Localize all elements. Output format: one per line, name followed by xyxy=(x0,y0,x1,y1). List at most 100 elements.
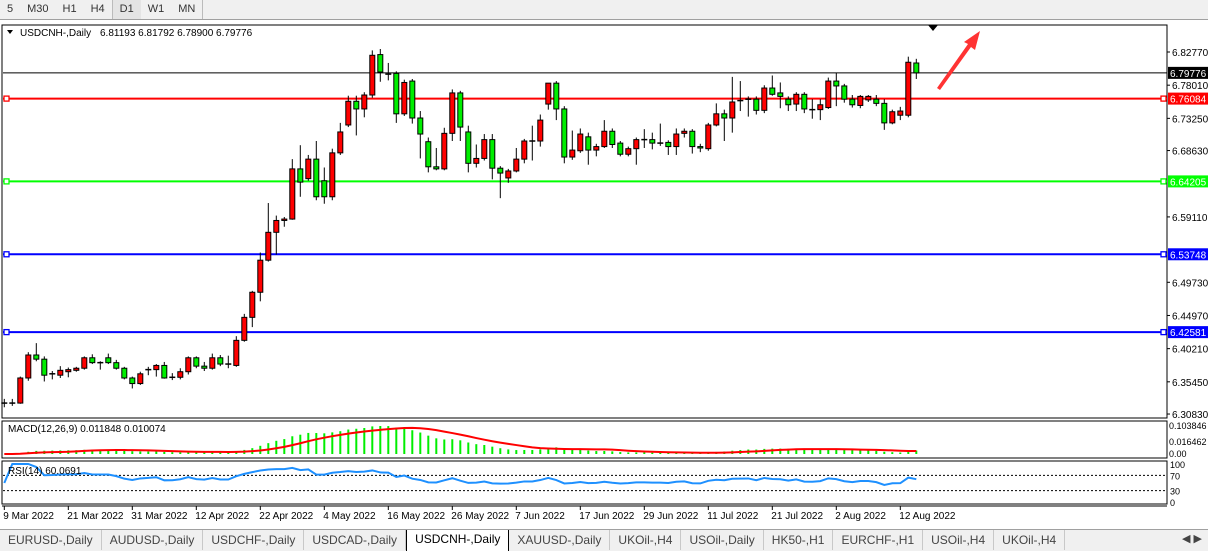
price-axis-label: 6.30830 xyxy=(1172,410,1208,421)
candle-body xyxy=(65,369,72,373)
timeframe-d1[interactable]: D1 xyxy=(111,0,141,19)
candle-body xyxy=(81,357,88,369)
candle-body xyxy=(449,92,456,134)
timeframe-h4[interactable]: H4 xyxy=(90,3,105,15)
candle-body xyxy=(817,104,824,111)
price-line-label: 6.53748 xyxy=(1170,250,1207,261)
line-anchor-handle[interactable] xyxy=(3,251,10,258)
date-label: 26 May 2022 xyxy=(451,511,509,522)
candle-body xyxy=(89,357,96,364)
date-label: 11 Jul 2022 xyxy=(707,511,758,522)
timeframe-w1[interactable]: W1 xyxy=(147,3,165,15)
candle-body xyxy=(209,357,216,369)
chart-tab[interactable]: UKOil-,H4 xyxy=(610,530,682,550)
chart-tab[interactable]: USDCAD-,Daily xyxy=(304,530,407,550)
candle-body xyxy=(713,113,720,126)
candle-body xyxy=(353,100,360,110)
candle-body xyxy=(57,369,64,376)
chart-tab[interactable]: USDCNH-,Daily xyxy=(406,530,510,551)
candle-body xyxy=(729,101,736,119)
timeframe-m30[interactable]: M30 xyxy=(27,3,49,15)
candle-body xyxy=(537,119,544,142)
candle-body xyxy=(721,113,728,119)
line-anchor-handle[interactable] xyxy=(1160,251,1167,258)
chart-tab[interactable]: XAUUSD-,Daily xyxy=(509,530,611,550)
price-axis-label: 6.73250 xyxy=(1172,114,1208,125)
candle-body xyxy=(201,365,208,369)
price-axis-label: 6.49730 xyxy=(1172,278,1208,289)
rsi-window-frame xyxy=(1,460,1168,505)
rsi-axis-label: 0 xyxy=(1170,498,1175,508)
candle-body xyxy=(545,82,552,105)
candle-body xyxy=(865,95,872,101)
candle-body xyxy=(161,364,168,379)
candle-body xyxy=(513,158,520,172)
rsi-line xyxy=(3,463,917,487)
date-label: 16 May 2022 xyxy=(387,511,445,522)
line-anchor-handle[interactable] xyxy=(3,178,10,185)
candle-body xyxy=(897,110,904,116)
chart-tab[interactable]: USOil-,H4 xyxy=(923,530,995,550)
price-chart[interactable]: 6.82770 6.78010 6.73250 6.68630 6.59110 6.497… xyxy=(0,20,1208,528)
candle-body xyxy=(505,170,512,179)
macd-signal-line xyxy=(4,426,917,455)
line-anchor-handle[interactable] xyxy=(1160,328,1167,336)
candle-body xyxy=(777,92,784,97)
line-anchor-handle[interactable] xyxy=(3,328,10,336)
price-line-tag xyxy=(1168,92,1208,105)
candle-body xyxy=(401,81,408,115)
collapse-triangle-icon[interactable] xyxy=(7,30,13,34)
chart-tab[interactable]: HK50-,H1 xyxy=(764,530,834,550)
current-price-label: 6.79776 xyxy=(1170,69,1207,80)
candle-body xyxy=(785,98,792,106)
rsi-label: RSI(14) 60.0691 xyxy=(8,466,82,477)
candle-body xyxy=(329,152,336,198)
timeframe-h1[interactable]: H1 xyxy=(62,3,77,15)
candle-body xyxy=(521,140,528,160)
chart-tab[interactable]: AUDUSD-,Daily xyxy=(102,530,204,550)
candle-body xyxy=(257,259,264,293)
candle-body xyxy=(841,85,848,100)
candle-body xyxy=(913,62,920,74)
candle-body xyxy=(377,54,384,73)
candle-body xyxy=(177,371,184,378)
tab-scroll-arrows-icon[interactable]: ◀ ▶ xyxy=(1182,533,1202,545)
candle-body xyxy=(217,357,224,365)
candle-body xyxy=(25,354,32,379)
candle-body xyxy=(585,136,592,151)
candle-body xyxy=(273,219,280,233)
candle-body xyxy=(105,357,112,364)
candle-body xyxy=(633,139,640,150)
line-anchor-handle[interactable] xyxy=(1160,178,1167,185)
rsi-axis-label: 70 xyxy=(1170,471,1180,481)
price-axis-label: 6.40210 xyxy=(1172,345,1208,356)
date-label: 31 Mar 2022 xyxy=(131,511,188,522)
date-label: 29 Jun 2022 xyxy=(643,511,698,522)
chart-tab[interactable]: UKOil-,H4 xyxy=(994,530,1066,550)
candle-body xyxy=(569,149,576,158)
chart-tab[interactable]: USDCHF-,Daily xyxy=(203,530,305,550)
candle-body xyxy=(113,362,120,369)
candle-body xyxy=(465,131,472,164)
candle-body xyxy=(313,158,320,198)
price-line-label: 6.64205 xyxy=(1170,177,1207,188)
candle-body xyxy=(265,231,272,261)
chart-tab[interactable]: EURUSD-,Daily xyxy=(0,530,102,550)
timeframe-m5[interactable]: 5 xyxy=(7,3,14,15)
timeframe-mn[interactable]: MN xyxy=(171,0,204,19)
annotation-arrow[interactable] xyxy=(937,31,980,90)
macd-axis-label: 0.016462 xyxy=(1169,437,1207,447)
candle-body xyxy=(705,124,712,150)
chart-shift-marker-icon[interactable] xyxy=(928,25,938,31)
candle-body xyxy=(137,373,144,385)
candle-body xyxy=(473,157,480,164)
line-anchor-handle[interactable] xyxy=(3,95,10,102)
price-axis-label: 6.59110 xyxy=(1172,213,1208,224)
line-anchor-handle[interactable] xyxy=(1160,95,1167,102)
chart-tab[interactable]: USOil-,Daily xyxy=(681,530,764,550)
macd-label: MACD(12,26,9) 0.011848 0.010074 xyxy=(8,424,166,435)
date-label: 21 Jul 2022 xyxy=(771,511,823,522)
candle-body xyxy=(289,168,296,220)
candle-body xyxy=(409,80,416,119)
chart-tab[interactable]: EURCHF-,H1 xyxy=(833,530,924,550)
